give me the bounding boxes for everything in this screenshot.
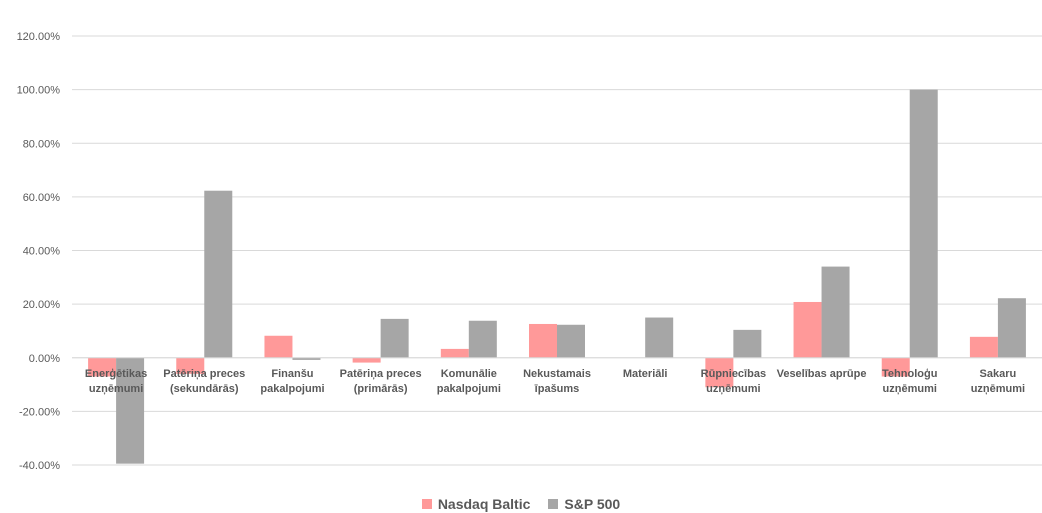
x-tick-label: Veselības aprūpe (777, 368, 867, 380)
bar-sp500 (909, 89, 938, 358)
y-tick-label: 100.00% (17, 85, 61, 97)
bar-sp500 (380, 318, 409, 358)
bar-nasdaq-baltic (88, 357, 117, 377)
y-tick-label: 120.00% (17, 31, 61, 43)
bar-sp500 (733, 329, 762, 358)
x-tick-label: Materiāli (623, 368, 668, 380)
bar-nasdaq-baltic (705, 357, 734, 388)
legend-swatch-nasdaq-baltic (421, 499, 432, 509)
x-tick-label: Finanšu pakalpojumi (260, 368, 324, 395)
legend-item-sp500: S&P 500 (548, 496, 620, 512)
legend-item-nasdaq-baltic: Nasdaq Baltic (421, 496, 531, 512)
y-tick-label: 60.00% (23, 192, 61, 204)
x-tick-label: Sakaru uzņēmumi (971, 368, 1025, 395)
y-tick-label: -20.00% (19, 406, 60, 418)
bar-sp500 (997, 298, 1026, 358)
bar-nasdaq-baltic (352, 357, 381, 363)
bar-nasdaq-baltic (264, 335, 293, 358)
x-tick-label: Nekustamais īpašums (523, 368, 591, 395)
x-tick-label: Patēriņa preces (primārās) (340, 368, 422, 395)
x-tick-label: Komunālie pakalpojumi (437, 368, 501, 395)
y-tick-label: -40.00% (19, 460, 60, 472)
y-tick-label: 20.00% (23, 299, 61, 311)
bar-sp500 (116, 357, 145, 464)
legend: Nasdaq Baltic S&P 500 (0, 495, 1042, 513)
x-tick-label: Patēriņa preces (sekundārās) (163, 368, 245, 395)
legend-swatch-sp500 (548, 499, 559, 509)
bar-sp500 (468, 320, 497, 358)
bar-sp500 (645, 317, 674, 358)
bar-nasdaq-baltic (969, 336, 998, 358)
y-tick-label: 0.00% (29, 353, 60, 365)
bar-nasdaq-baltic (793, 301, 822, 358)
y-tick-label: 80.00% (23, 138, 61, 150)
x-tick-label: Enerģētikas uzņēmumi (85, 367, 147, 395)
bar-nasdaq-baltic (881, 357, 910, 377)
bar-nasdaq-baltic (440, 348, 469, 358)
bar-sp500 (204, 190, 233, 358)
bar-sp500 (557, 324, 585, 358)
legend-label-nasdaq-baltic: Nasdaq Baltic (437, 496, 531, 512)
legend-label-sp500: S&P 500 (564, 496, 621, 512)
bar-nasdaq-baltic (176, 357, 205, 374)
x-tick-label: Rūpniecības uzņēmumi (701, 368, 766, 395)
bar-sp500 (821, 266, 850, 358)
bar-sp500 (292, 357, 321, 360)
y-tick-label: 40.00% (23, 246, 61, 258)
bar-nasdaq-baltic (529, 323, 557, 358)
x-tick-label: Tehnoloģu uzņēmumi (882, 367, 937, 395)
